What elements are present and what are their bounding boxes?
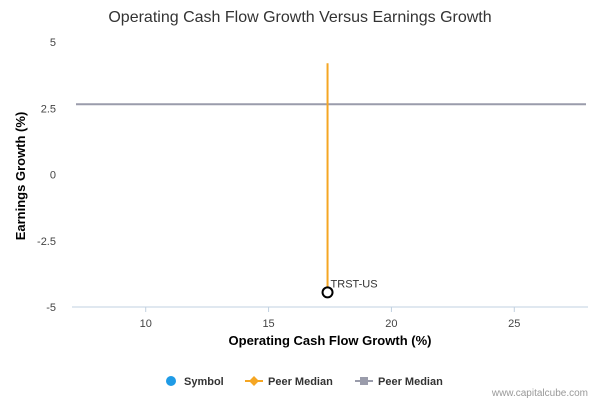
legend-symbol-label: Symbol: [184, 376, 224, 388]
x-axis-title: Operating Cash Flow Growth (%): [229, 333, 432, 348]
chart-title: Operating Cash Flow Growth Versus Earnin…: [108, 9, 491, 26]
y-axis-title: Earnings Growth (%): [13, 112, 28, 241]
legend-peer-median-x-label: Peer Median: [268, 376, 333, 388]
y-tick-label: 2.5: [41, 103, 56, 115]
y-tick-label: -2.5: [37, 236, 56, 248]
symbol-point-trst-us[interactable]: [321, 286, 334, 299]
y-tick-label: 0: [50, 170, 56, 182]
symbol-point-label: TRST-US: [331, 278, 378, 290]
y-tick-label: 5: [50, 37, 56, 49]
x-axis-ticks: 10 15 20 25: [140, 307, 520, 330]
x-tick-label: 25: [508, 318, 520, 330]
y-axis-ticks: 5 2.5 0 -2.5 -5: [37, 37, 56, 314]
x-tick-label: 15: [262, 318, 274, 330]
x-tick-label: 10: [140, 318, 152, 330]
legend-peer-median-y-label: Peer Median: [378, 376, 443, 388]
legend: Symbol Peer Median Peer Median: [166, 376, 443, 388]
legend-peer-median-y-marker: [360, 377, 368, 385]
x-tick-label: 20: [385, 318, 397, 330]
legend-item-peer-median-y[interactable]: Peer Median: [355, 376, 443, 388]
y-tick-label: -5: [46, 302, 56, 314]
legend-item-symbol[interactable]: Symbol: [166, 376, 224, 388]
legend-peer-median-x-marker: [249, 376, 259, 386]
credit-text[interactable]: www.capitalcube.com: [491, 388, 588, 399]
legend-item-peer-median-x[interactable]: Peer Median: [245, 376, 333, 388]
legend-symbol-marker: [166, 376, 176, 386]
